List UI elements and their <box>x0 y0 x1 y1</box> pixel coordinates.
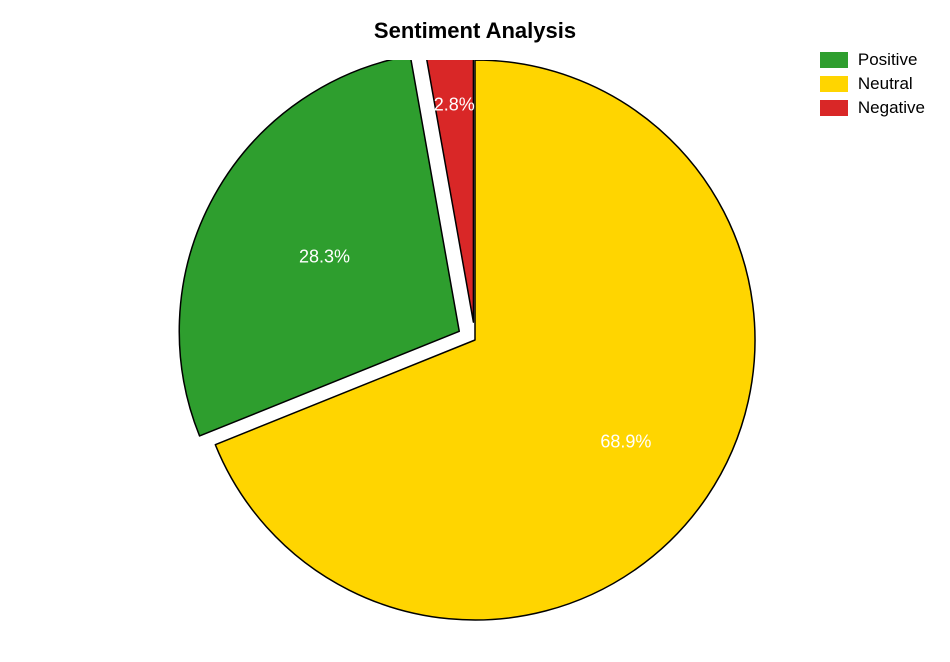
pie-svg <box>175 60 775 640</box>
legend-swatch-positive <box>820 52 848 68</box>
slice-label-neutral: 68.9% <box>600 431 651 452</box>
legend-item-neutral: Neutral <box>820 74 925 94</box>
legend-label-positive: Positive <box>858 50 918 70</box>
legend-swatch-negative <box>820 100 848 116</box>
legend-item-positive: Positive <box>820 50 925 70</box>
legend-label-neutral: Neutral <box>858 74 913 94</box>
slice-label-negative: 2.8% <box>434 94 475 115</box>
chart-title: Sentiment Analysis <box>374 18 576 44</box>
slice-label-positive: 28.3% <box>299 246 350 267</box>
legend-label-negative: Negative <box>858 98 925 118</box>
legend-swatch-neutral <box>820 76 848 92</box>
legend: Positive Neutral Negative <box>820 50 925 122</box>
legend-item-negative: Negative <box>820 98 925 118</box>
pie-chart: 68.9% 28.3% 2.8% <box>175 60 775 640</box>
